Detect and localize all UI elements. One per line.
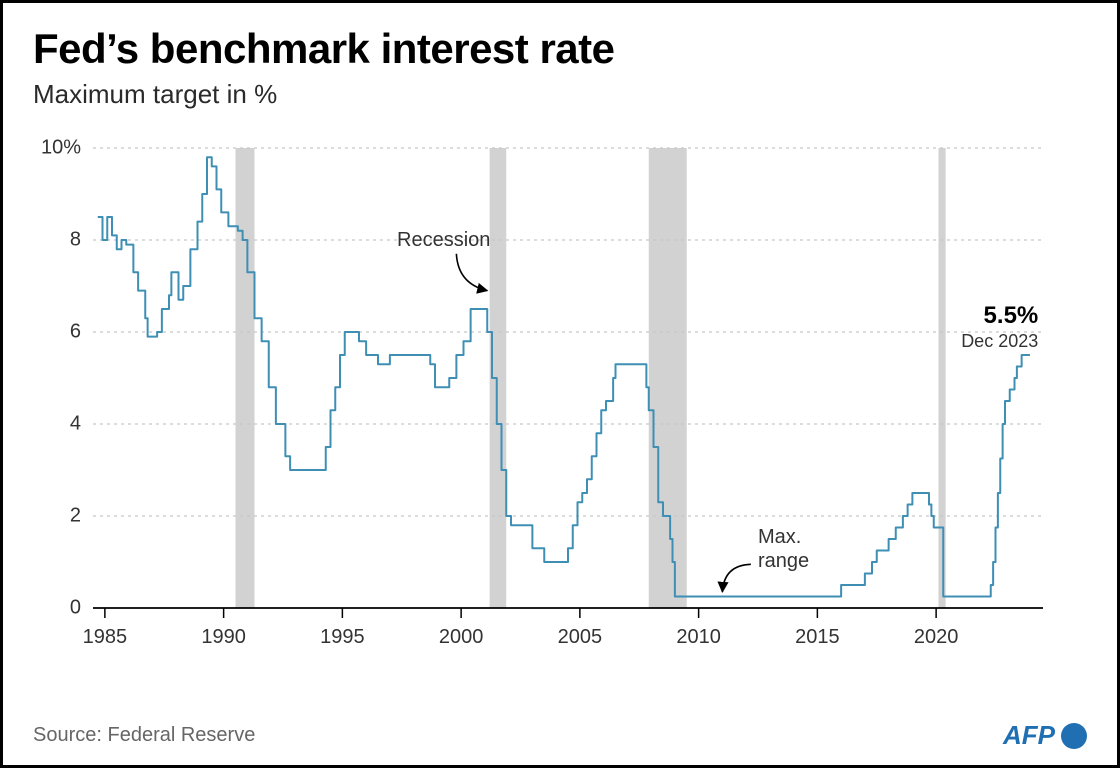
annotation-arrow	[722, 564, 751, 592]
attribution-badge: AFP	[1003, 720, 1087, 751]
x-axis-label: 1985	[83, 626, 128, 649]
recession-band	[939, 148, 946, 608]
y-axis-label: 10%	[33, 137, 81, 160]
recession-band	[236, 148, 255, 608]
chart-svg	[33, 138, 1093, 688]
x-axis-label: 2015	[795, 626, 840, 649]
y-axis-label: 4	[33, 413, 81, 436]
y-axis-label: 0	[33, 597, 81, 620]
annotation-arrow	[456, 254, 487, 291]
max-range-annotation: Max.range	[758, 525, 809, 573]
current-value-callout: 5.5%Dec 2023	[961, 302, 1038, 352]
x-axis-label: 1995	[320, 626, 365, 649]
chart-frame: Fed’s benchmark interest rate Maximum ta…	[0, 0, 1120, 768]
y-axis-label: 6	[33, 321, 81, 344]
x-axis-label: 2000	[439, 626, 484, 649]
attribution-text: AFP	[1003, 720, 1055, 751]
attribution-dot-icon	[1061, 723, 1087, 749]
chart-subtitle: Maximum target in %	[33, 79, 1087, 110]
x-axis-label: 2005	[558, 626, 603, 649]
y-axis-label: 2	[33, 505, 81, 528]
chart-plot-area: 0 2 4 6 8 10% 1985 1990 1995 2000 2005 2010 2015 2020…	[33, 138, 1093, 688]
x-axis-label: 1990	[201, 626, 246, 649]
recession-band	[649, 148, 687, 608]
chart-title: Fed’s benchmark interest rate	[33, 25, 1087, 73]
x-axis-label: 2020	[914, 626, 959, 649]
recession-annotation: Recession	[397, 228, 490, 252]
chart-source: Source: Federal Reserve	[33, 724, 255, 747]
x-axis-label: 2010	[676, 626, 721, 649]
y-axis-label: 8	[33, 229, 81, 252]
